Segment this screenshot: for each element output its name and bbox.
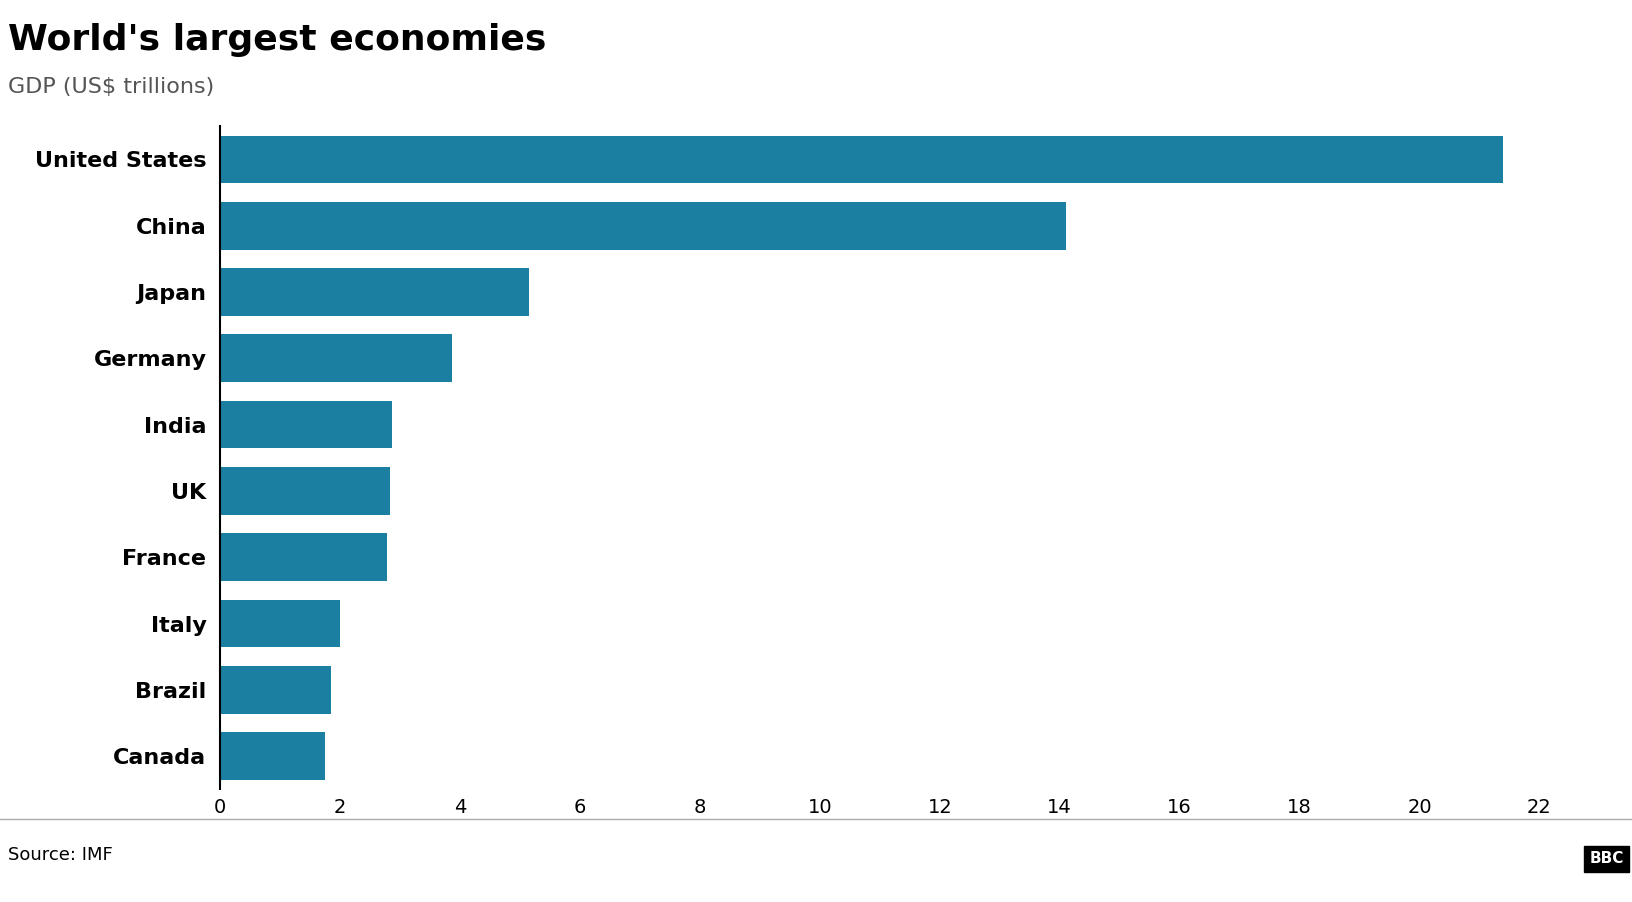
Text: World's largest economies: World's largest economies	[8, 23, 547, 57]
Bar	[220, 666, 331, 713]
Bar	[220, 600, 339, 648]
Bar	[220, 135, 1503, 183]
Bar	[220, 335, 452, 382]
Bar	[220, 467, 390, 515]
Bar	[220, 202, 1066, 250]
Bar	[220, 400, 392, 448]
Bar	[220, 268, 529, 316]
Text: BBC: BBC	[1590, 851, 1624, 866]
Bar	[220, 732, 325, 780]
Text: Source: IMF: Source: IMF	[8, 846, 113, 864]
Text: GDP (US$ trillions): GDP (US$ trillions)	[8, 77, 214, 97]
Bar	[220, 533, 387, 581]
